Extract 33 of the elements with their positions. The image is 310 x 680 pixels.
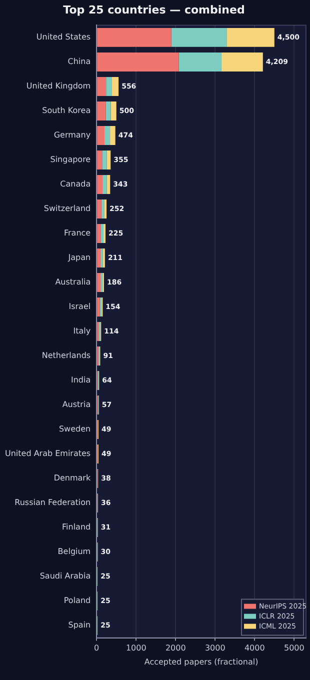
y-tick-label: Israel <box>68 302 91 312</box>
y-tick-label: Italy <box>73 326 91 336</box>
y-tick-label: Russian Federation <box>14 498 91 508</box>
y-tick-label: Denmark <box>54 474 91 483</box>
x-tick-label: 1000 <box>126 644 146 653</box>
y-tick-label: India <box>70 376 91 385</box>
y-tick-label: United Arab Emirates <box>4 449 91 458</box>
y-tick-label: Australia <box>55 278 91 287</box>
y-tick-label: China <box>68 57 91 66</box>
y-tick-label: Singapore <box>50 155 91 164</box>
y-tick-label: Canada <box>60 180 91 189</box>
y-tick-label: Germany <box>54 130 91 140</box>
y-tick-label: Japan <box>67 253 91 262</box>
x-tick-label: 5000 <box>284 644 304 653</box>
y-tick-label: Switzerland <box>44 204 91 214</box>
x-tick-label: 0 <box>94 644 100 653</box>
y-tick-label: Sweden <box>58 424 91 434</box>
chart-title: Top 25 countries — combined <box>63 3 245 16</box>
y-tick-label: France <box>64 228 91 238</box>
y-tick-label: United Kingdom <box>26 82 91 91</box>
x-tick-label: 3000 <box>204 644 226 653</box>
y-tick-label: Poland <box>64 596 91 606</box>
y-tick-label: Netherlands <box>42 351 91 360</box>
y-tick-label: Belgium <box>58 547 91 556</box>
y-tick-label: United States <box>36 32 91 42</box>
y-tick-label: Spain <box>68 620 91 630</box>
y-tick-label: Saudi Arabia <box>40 572 91 581</box>
x-axis-title: Accepted papers (fractional) <box>144 657 258 666</box>
x-tick-label: 2000 <box>165 644 186 653</box>
y-tick-label: South Korea <box>42 106 91 116</box>
y-tick-label: Finland <box>62 522 91 532</box>
y-tick-label: Austria <box>62 400 91 410</box>
x-tick-label: 4000 <box>244 644 265 653</box>
